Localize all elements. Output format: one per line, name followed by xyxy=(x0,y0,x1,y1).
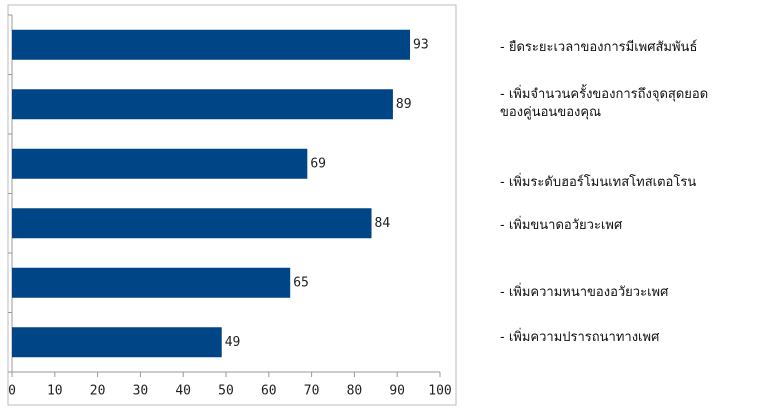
category-label: - ยืดระยะเวลาของการมีเพศสัมพันธ์ xyxy=(500,40,698,55)
data-label: 89 xyxy=(396,97,412,112)
bar xyxy=(12,89,393,120)
bar xyxy=(12,29,411,60)
x-tick-label: 30 xyxy=(133,384,149,399)
category-label: - เพิ่มความปรารถนาทางเพศ xyxy=(500,330,660,345)
plot-frame xyxy=(7,4,457,406)
bar xyxy=(12,267,291,298)
bar xyxy=(12,208,372,239)
data-label: 69 xyxy=(310,156,326,171)
x-tick-label: 60 xyxy=(261,384,277,399)
data-label: 49 xyxy=(225,335,241,350)
data-label: 84 xyxy=(375,216,391,231)
category-label: - เพิ่มจำนวนครั้งของการถึงจุดสุดยอด ของค… xyxy=(500,87,709,120)
x-tick-label: 20 xyxy=(90,384,106,399)
x-tick-label: 50 xyxy=(218,384,234,399)
data-label: 65 xyxy=(293,275,309,290)
bar xyxy=(12,327,222,358)
category-label: - เพิ่มระดับฮอร์โมนเทสโทสเตอโรน xyxy=(500,175,697,190)
x-tick-label: 0 xyxy=(8,384,16,399)
x-tick-label: 80 xyxy=(347,384,363,399)
x-tick-label: 40 xyxy=(175,384,191,399)
x-tick-label: 90 xyxy=(389,384,405,399)
category-label: - เพิ่มขนาดอวัยวะเพศ xyxy=(500,218,623,233)
x-tick-label: 100 xyxy=(428,384,451,399)
category-label: - เพิ่มความหนาของอวัยวะเพศ xyxy=(500,285,669,300)
x-tick-label: 10 xyxy=(47,384,63,399)
x-tick-label: 70 xyxy=(304,384,320,399)
bar xyxy=(12,148,308,179)
data-label: 93 xyxy=(413,37,429,52)
